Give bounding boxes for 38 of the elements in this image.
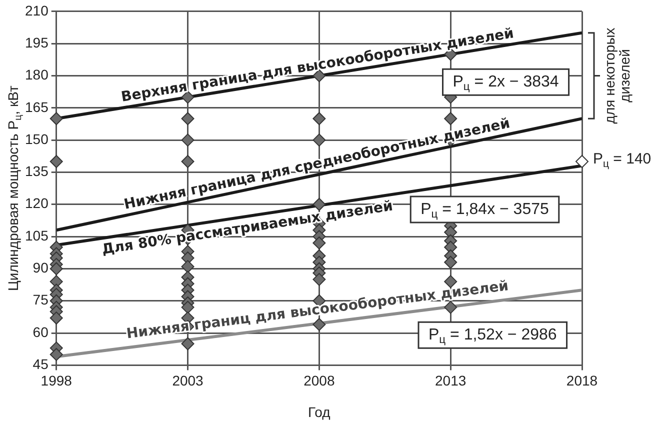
y-axis-title: Цилиндровая мощность Pц, кВт: [4, 85, 24, 291]
point: [50, 262, 63, 276]
text: для некоторых дизелей: [601, 28, 632, 124]
point: [50, 154, 63, 168]
point: [50, 312, 63, 325]
point: [444, 300, 458, 314]
x-tick-label: 2003: [172, 372, 204, 388]
point: [181, 154, 194, 168]
y-tick-label: 210: [25, 2, 49, 18]
point: [576, 154, 588, 168]
y-tick-label: 195: [25, 34, 49, 50]
point: [312, 198, 326, 211]
y-tick-label: 75: [32, 292, 49, 308]
point: [312, 112, 326, 126]
y-tick-label: 105: [25, 227, 49, 244]
point: [312, 272, 326, 286]
point: [181, 112, 194, 126]
point: [50, 112, 63, 126]
y-tick-label: 165: [25, 98, 49, 115]
x-tick-label: 2008: [304, 372, 335, 388]
point: [181, 260, 194, 274]
x-tick-label: 2018: [566, 372, 598, 388]
y-tick-label: 120: [25, 195, 49, 212]
y-tick-label: 45: [32, 356, 49, 372]
y-tick-label: 60: [32, 324, 49, 340]
point: [181, 337, 194, 350]
y-tick-label: 90: [32, 260, 49, 276]
y-tick-label: 135: [25, 163, 49, 180]
point: [312, 318, 326, 331]
point: [50, 348, 63, 361]
point: [181, 300, 194, 314]
point: [181, 134, 194, 147]
y-tick-label: 180: [25, 66, 49, 83]
x-tick-label: 2013: [435, 372, 466, 388]
point: [444, 256, 458, 269]
x-axis-title: Год: [308, 404, 330, 420]
x-tick-label: 1998: [40, 372, 72, 388]
y-tick-label: 150: [25, 130, 49, 147]
